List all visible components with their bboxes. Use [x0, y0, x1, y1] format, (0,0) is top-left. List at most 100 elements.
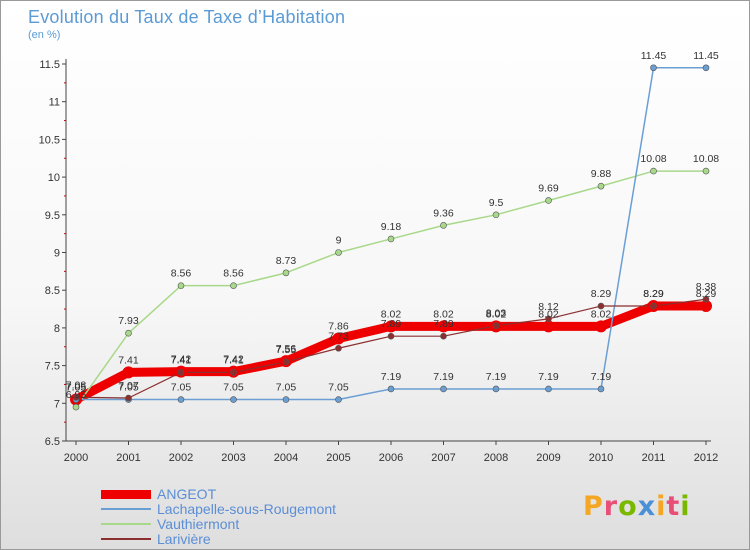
data-label-2: 9.69: [538, 182, 559, 194]
data-label-2: 6.95: [66, 389, 87, 401]
legend-swatch-vauthiermont: [101, 523, 151, 525]
x-tick-label: 2007: [431, 452, 455, 464]
data-point-3: [282, 358, 290, 366]
data-point-2: [72, 403, 80, 411]
data-point-0: [332, 332, 345, 345]
x-tick-label: 2001: [116, 452, 140, 464]
data-label-3: 7.08: [66, 379, 87, 391]
data-label-3: 8.03: [486, 308, 507, 320]
data-label-3: 7.89: [433, 318, 454, 330]
data-point-3: [597, 302, 605, 310]
data-label-0: 7.56: [276, 343, 297, 355]
data-point-2: [650, 167, 657, 175]
data-label-3: 8.38: [696, 281, 717, 293]
data-label-3: 8.29: [591, 288, 612, 300]
x-tick-label: 2005: [326, 452, 350, 464]
data-label-3: 7.41: [171, 354, 192, 366]
x-tick-label: 2003: [221, 452, 245, 464]
data-point-2: [177, 282, 185, 289]
data-point-1: [282, 396, 290, 403]
data-point-0: [700, 300, 712, 313]
logo-letter: P: [583, 491, 604, 522]
legend-swatch-lachapelle: [101, 508, 151, 510]
data-label-1: 7.05: [328, 382, 349, 394]
data-point-3: [230, 369, 237, 376]
data-point-3: [335, 344, 342, 352]
y-tick-label: 8: [54, 323, 60, 335]
data-label-2: 9.36: [433, 207, 454, 219]
data-label-1: 11.45: [641, 50, 667, 62]
proxiti-logo: Proxiti: [583, 491, 691, 522]
data-point-3: [545, 315, 552, 323]
data-label-2: 7.93: [118, 315, 139, 327]
data-point-1: [230, 396, 237, 403]
data-point-2: [335, 249, 342, 256]
data-label-2: 9: [336, 235, 342, 247]
x-tick-label: 2009: [536, 452, 560, 464]
data-label-1: 7.05: [66, 382, 87, 394]
y-tick-label: 9: [54, 248, 60, 260]
x-tick-label: 2006: [379, 452, 403, 464]
data-label-2: 8.56: [223, 268, 244, 280]
data-label-0: 8.02: [591, 308, 612, 320]
data-point-3: [702, 295, 710, 303]
logo-letter: i: [680, 491, 691, 522]
data-point-0: [122, 366, 135, 379]
data-label-2: 10.08: [640, 153, 666, 165]
data-label-1: 7.19: [486, 371, 507, 383]
data-point-2: [492, 211, 500, 219]
y-tick-label: 11.5: [39, 59, 60, 71]
data-label-0: 7.05: [66, 382, 87, 394]
data-point-2: [282, 269, 290, 277]
data-label-1: 7.05: [118, 382, 139, 394]
data-label-0: 8.29: [643, 288, 664, 300]
data-point-1: [177, 396, 185, 403]
legend-swatch-angeot: [101, 489, 151, 499]
data-point-2: [597, 182, 605, 190]
data-label-2: 9.88: [591, 168, 612, 180]
chart-title: Evolution du Taux de Taxe d’Habitation: [28, 7, 346, 27]
x-tick-label: 2004: [274, 452, 298, 464]
data-label-3: 7.73: [328, 330, 349, 342]
legend-label-vauthiermont: Vauthiermont: [157, 516, 240, 532]
series-line-1: [75, 67, 707, 401]
data-point-1: [597, 385, 605, 393]
legend-swatch-lariviere: [101, 538, 151, 540]
data-label-2: 9.5: [489, 197, 504, 209]
data-point-3: [177, 369, 185, 376]
y-tick-label: 10.5: [39, 134, 60, 146]
data-label-2: 10.08: [693, 153, 719, 165]
data-point-2: [230, 282, 237, 289]
data-label-0: 7.41: [118, 354, 139, 366]
data-label-0: 8.02: [433, 308, 454, 320]
data-label-0: 7.86: [328, 320, 349, 332]
data-point-0: [385, 320, 397, 333]
y-tick-label: 9.5: [45, 210, 60, 222]
y-tick-label: 10: [48, 172, 60, 184]
x-tick-label: 2010: [589, 452, 613, 464]
data-label-1: 7.05: [276, 382, 297, 394]
data-point-2: [125, 329, 132, 337]
data-label-3: 8.29: [643, 288, 664, 300]
legend-item-lachapelle: Lachapelle-sous-Rougemont: [101, 501, 336, 517]
data-label-3: 7.41: [223, 354, 244, 366]
x-tick-label: 2008: [484, 452, 508, 464]
logo-letter: i: [656, 491, 667, 522]
legend-label-angeot: ANGEOT: [157, 486, 217, 502]
data-label-1: 7.05: [223, 382, 244, 394]
data-label-0: 7.42: [223, 354, 244, 366]
data-point-3: [125, 394, 132, 402]
data-point-1: [335, 396, 342, 403]
data-point-3: [72, 393, 80, 401]
data-point-1: [387, 385, 395, 393]
y-tick-label: 7: [54, 398, 60, 410]
data-point-2: [387, 235, 395, 243]
logo-letter: o: [618, 491, 638, 522]
data-point-2: [545, 197, 552, 204]
logo-letter: t: [666, 491, 681, 522]
legend-item-angeot: ANGEOT: [101, 486, 217, 502]
data-label-0: 7.42: [171, 354, 192, 366]
legend-label-lachapelle: Lachapelle-sous-Rougemont: [157, 501, 336, 517]
data-point-2: [440, 222, 447, 229]
legend-item-lariviere: Larivière: [101, 531, 211, 547]
